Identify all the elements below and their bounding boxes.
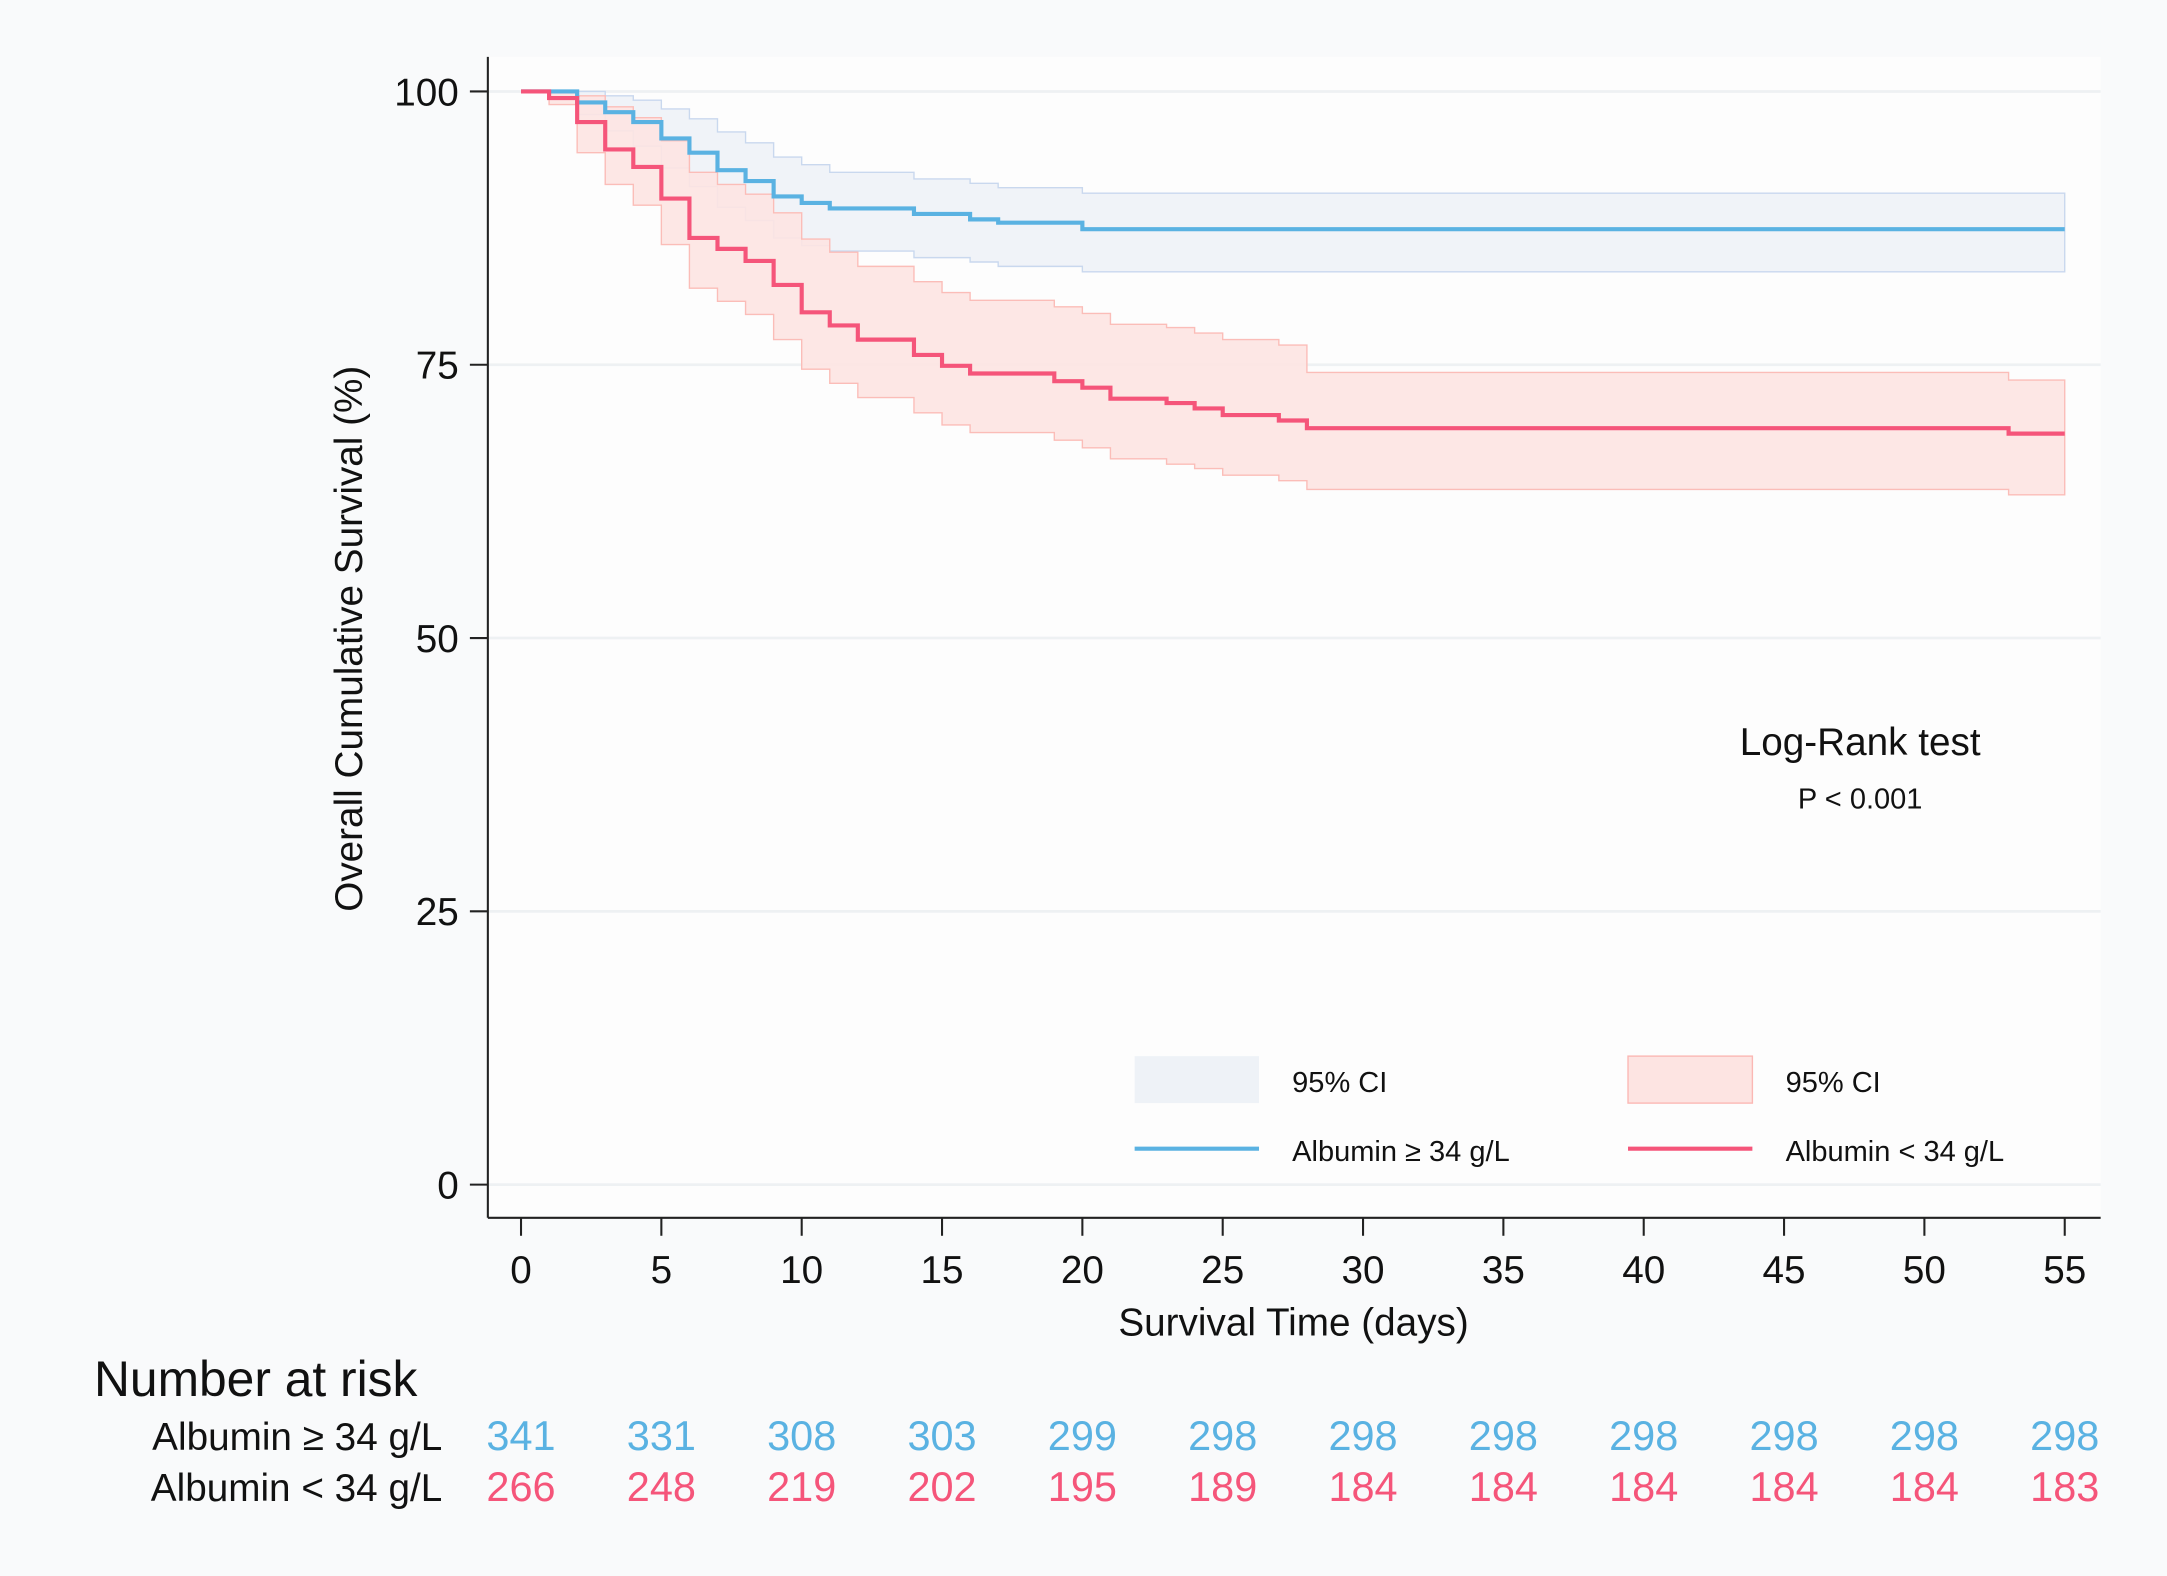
legend-ci-label-high-albumin: 95% CI xyxy=(1292,1067,1387,1099)
risk-value: 184 xyxy=(1469,1463,1538,1510)
y-axis-label: Overall Cumulative Survival (%) xyxy=(328,366,371,912)
risk-table-title: Number at risk xyxy=(94,1351,418,1407)
y-tick-label: 25 xyxy=(416,891,459,934)
x-tick-label: 10 xyxy=(780,1249,823,1292)
x-axis-label: Survival Time (days) xyxy=(1118,1301,1468,1344)
risk-value: 184 xyxy=(1328,1463,1397,1510)
legend-label-low-albumin: Albumin < 34 g/L xyxy=(1786,1136,2005,1168)
y-tick-label: 50 xyxy=(416,618,459,661)
risk-value: 331 xyxy=(627,1412,696,1459)
x-tick-label: 20 xyxy=(1061,1249,1104,1292)
risk-value: 298 xyxy=(1890,1412,1959,1459)
legend-label-high-albumin: Albumin ≥ 34 g/L xyxy=(1292,1136,1510,1168)
risk-row-label-low-albumin: Albumin < 34 g/L xyxy=(151,1467,442,1510)
risk-value: 298 xyxy=(1469,1412,1538,1459)
x-tick-label: 15 xyxy=(921,1249,964,1292)
survival-lines xyxy=(521,89,2065,436)
risk-value: 189 xyxy=(1188,1463,1257,1510)
legend-ci-swatch-high-albumin xyxy=(1134,1056,1260,1104)
risk-value: 298 xyxy=(2030,1412,2099,1459)
survival-line-0 xyxy=(521,89,2065,232)
risk-value: 195 xyxy=(1048,1463,1117,1510)
logrank-pvalue: P < 0.001 xyxy=(1798,784,1923,816)
risk-value: 184 xyxy=(1609,1463,1678,1510)
risk-value: 184 xyxy=(1890,1463,1959,1510)
legend: 95% CI Albumin ≥ 34 g/L 95% CI Albumin <… xyxy=(1134,1055,2005,1168)
ci-bands xyxy=(521,90,2066,496)
risk-value: 298 xyxy=(1609,1412,1678,1459)
y-tick-label: 100 xyxy=(394,71,459,114)
risk-value: 183 xyxy=(2030,1463,2099,1510)
risk-value: 298 xyxy=(1328,1412,1397,1459)
risk-value: 299 xyxy=(1048,1412,1117,1459)
x-tick-label: 35 xyxy=(1482,1249,1525,1292)
risk-table: Number at risk Albumin ≥ 34 g/L Albumin … xyxy=(94,1351,2099,1510)
risk-value: 298 xyxy=(1749,1412,1818,1459)
x-tick-label: 45 xyxy=(1763,1249,1806,1292)
x-tick-label: 0 xyxy=(510,1249,532,1292)
logrank-title: Log-Rank test xyxy=(1740,721,1981,764)
y-tick-label: 0 xyxy=(437,1164,459,1207)
x-tick-label: 30 xyxy=(1342,1249,1385,1292)
x-tick-label: 55 xyxy=(2043,1249,2086,1292)
legend-ci-swatch-low-albumin xyxy=(1627,1055,1754,1104)
risk-values: 341 331 308 303 299 298 298 298 298 298 298 298 266 2… xyxy=(486,1412,2099,1510)
x-tick-label: 50 xyxy=(1903,1249,1946,1292)
survival-line-1 xyxy=(521,89,2065,436)
ci-band-1 xyxy=(521,90,2066,496)
risk-value: 308 xyxy=(767,1412,836,1459)
y-ticks: 0 25 50 75 100 xyxy=(394,71,488,1207)
legend-ci-label-low-albumin: 95% CI xyxy=(1786,1067,1881,1099)
risk-value: 202 xyxy=(907,1463,976,1510)
x-tick-label: 25 xyxy=(1201,1249,1244,1292)
x-ticks: 0 5 10 15 20 25 30 35 40 45 50 55 xyxy=(510,1217,2086,1292)
risk-value: 248 xyxy=(627,1463,696,1510)
risk-value: 219 xyxy=(767,1463,836,1510)
risk-row-label-high-albumin: Albumin ≥ 34 g/L xyxy=(152,1416,442,1459)
x-tick-label: 40 xyxy=(1622,1249,1665,1292)
x-tick-label: 5 xyxy=(651,1249,673,1292)
risk-value: 341 xyxy=(486,1412,555,1459)
risk-value: 266 xyxy=(486,1463,555,1510)
risk-value: 184 xyxy=(1749,1463,1818,1510)
y-tick-label: 75 xyxy=(416,345,459,388)
risk-value: 303 xyxy=(907,1412,976,1459)
risk-value: 298 xyxy=(1188,1412,1257,1459)
